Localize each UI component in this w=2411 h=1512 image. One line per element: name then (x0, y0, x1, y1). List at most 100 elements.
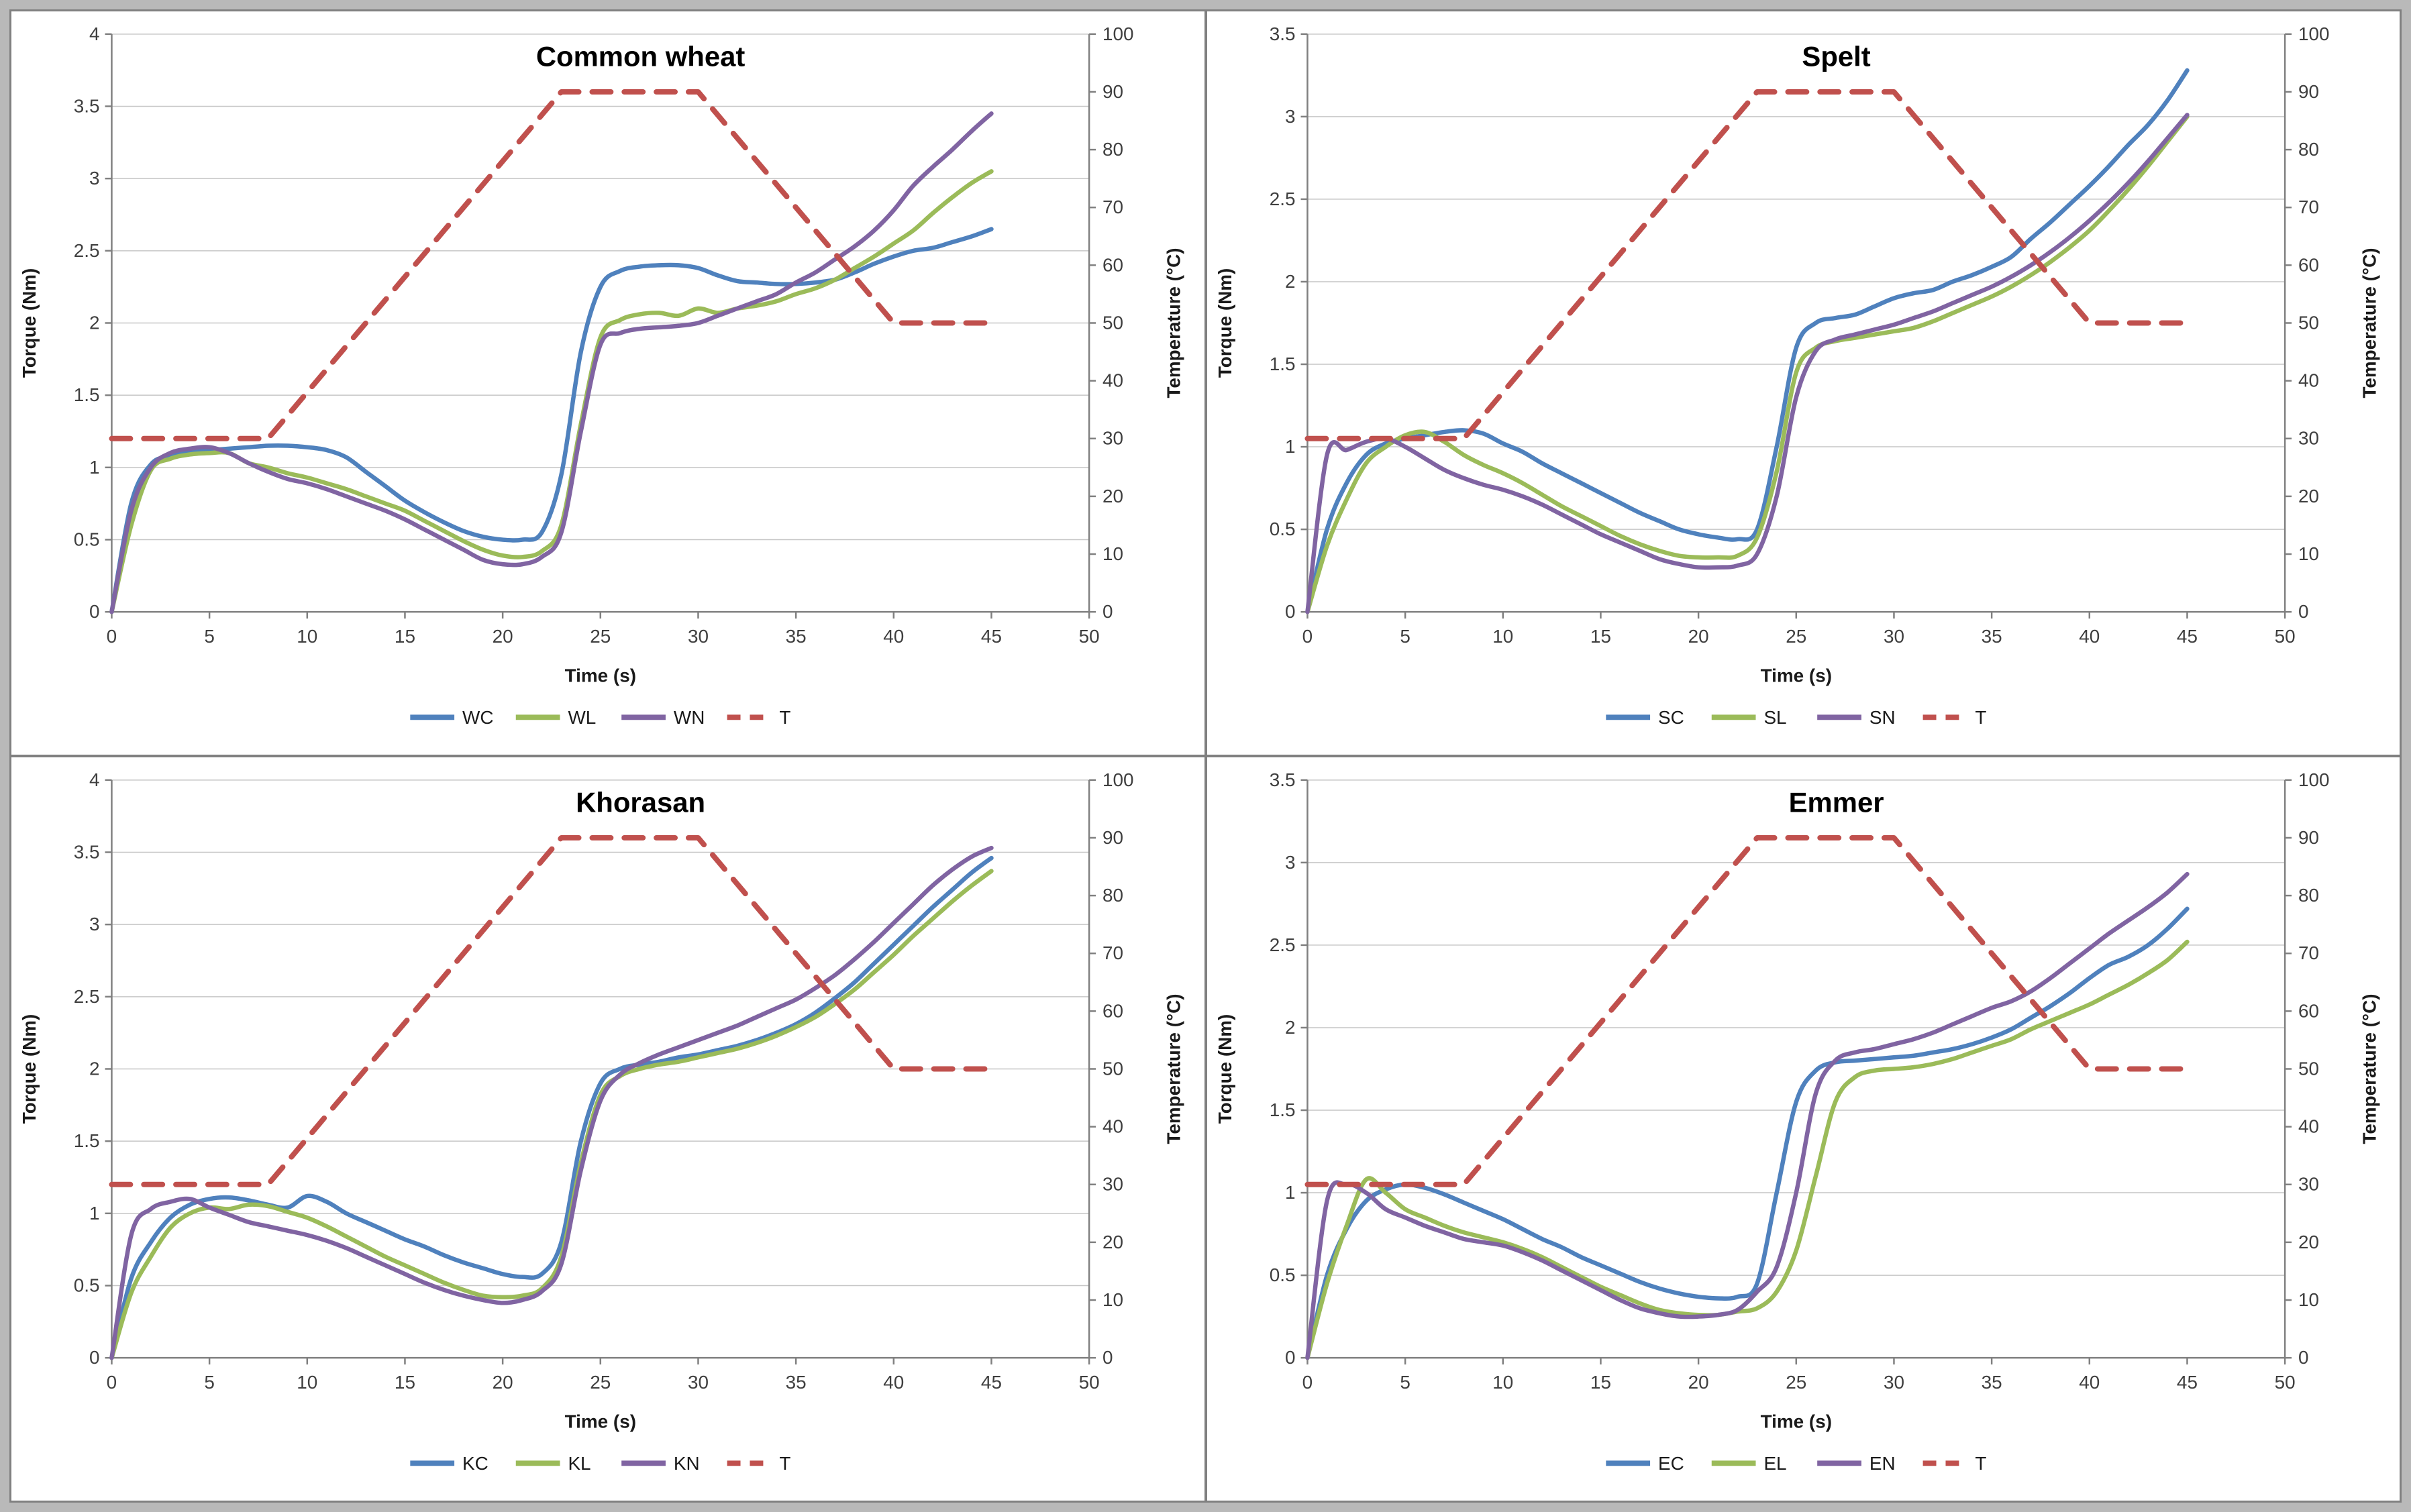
left-tick-label: 0 (1285, 1347, 1296, 1368)
legend-label-KN: KN (674, 1453, 700, 1474)
series-T-line (109, 89, 994, 441)
x-tick-label: 50 (2274, 626, 2295, 647)
right-tick-label: 0 (1102, 601, 1113, 622)
legend-label-EL: EL (1763, 1453, 1786, 1474)
right-tick-label: 80 (2298, 885, 2319, 906)
right-tick-label: 80 (1102, 885, 1123, 906)
right-tick-label: 10 (2298, 543, 2319, 564)
left-tick-label: 3 (1285, 852, 1296, 873)
legend-item-T: T (727, 1453, 790, 1474)
legend-item-WN: WN (621, 707, 705, 728)
left-axis-title: Torque (Nm) (1214, 1014, 1235, 1124)
right-tick-label: 70 (1102, 942, 1123, 963)
legend: WC WL WN T (410, 707, 790, 728)
right-tick-label: 30 (1102, 1174, 1123, 1195)
right-tick-label: 60 (1102, 1000, 1123, 1021)
x-tick-label: 5 (1400, 1372, 1410, 1393)
x-tick-label: 40 (2079, 1372, 2100, 1393)
series-T-line (1304, 89, 2190, 441)
x-tick-label: 45 (981, 1372, 1002, 1393)
chart-panel-khorasan: 0 0.5 1 1.5 2 2.5 3 3.5 4 0 10 20 30 40 50 60 70 80 90 100 0… (11, 757, 1204, 1501)
right-tick-label: 90 (1102, 827, 1123, 848)
legend-item-KC: KC (410, 1453, 489, 1474)
legend-item-KL: KL (515, 1453, 591, 1474)
x-tick-label: 50 (1079, 1372, 1100, 1393)
left-tick-label: 2.5 (74, 240, 100, 261)
chart-title: Spelt (1802, 41, 1870, 72)
legend-item-SL: SL (1711, 707, 1786, 728)
left-tick-label: 2.5 (1269, 188, 1295, 209)
series-EN-line (1304, 871, 2190, 1360)
legend-label-T: T (1975, 1453, 1986, 1474)
x-tick-label: 10 (1492, 1372, 1513, 1393)
x-axis-title: Time (s) (565, 1411, 636, 1432)
legend-item-SN: SN (1816, 707, 1895, 728)
legend-item-T: T (727, 707, 790, 728)
legend-label-SC: SC (1658, 707, 1684, 728)
x-tick-label: 5 (204, 626, 215, 647)
left-tick-label: 0 (89, 1347, 100, 1368)
x-tick-label: 0 (107, 1372, 117, 1393)
x-tick-label: 35 (1981, 626, 2002, 647)
right-tick-label: 30 (1102, 428, 1123, 449)
left-tick-label: 3.5 (74, 95, 100, 116)
legend: EC EL EN T (1605, 1453, 1986, 1474)
x-tick-label: 10 (297, 626, 317, 647)
x-tick-label: 45 (2176, 626, 2197, 647)
right-tick-label: 90 (2298, 81, 2319, 102)
left-tick-label: 2 (1285, 271, 1296, 292)
legend-item-T: T (1922, 1453, 1986, 1474)
x-tick-label: 10 (297, 1372, 317, 1393)
legend-label-SL: SL (1763, 707, 1786, 728)
legend-label-T: T (779, 1453, 790, 1474)
legend-item-EL: EL (1711, 1453, 1786, 1474)
x-tick-label: 30 (688, 1372, 709, 1393)
x-tick-label: 15 (395, 626, 415, 647)
right-tick-label: 60 (2298, 1000, 2319, 1021)
x-tick-label: 25 (590, 626, 611, 647)
x-tick-label: 15 (1590, 626, 1610, 647)
x-tick-label: 15 (1590, 1372, 1610, 1393)
x-tick-label: 20 (493, 1372, 513, 1393)
x-tick-label: 45 (2176, 1372, 2197, 1393)
x-tick-label: 10 (1492, 626, 1513, 647)
left-tick-label: 0.5 (1269, 519, 1295, 539)
right-tick-label: 40 (1102, 370, 1123, 391)
left-tick-label: 1.5 (74, 384, 100, 405)
right-tick-label: 40 (2298, 370, 2319, 391)
x-tick-label: 25 (590, 1372, 611, 1393)
legend: KC KL KN T (410, 1453, 790, 1474)
right-tick-label: 30 (2298, 428, 2319, 449)
right-tick-label: 70 (2298, 197, 2319, 217)
x-tick-label: 5 (1400, 626, 1410, 647)
left-tick-label: 1.5 (1269, 354, 1295, 374)
x-tick-label: 30 (1883, 1372, 1904, 1393)
series-SC-line (1304, 68, 2190, 614)
series-T-line (1304, 834, 2190, 1187)
x-axis-title: Time (s) (1760, 665, 1831, 686)
left-tick-label: 0.5 (1269, 1264, 1295, 1285)
x-tick-label: 0 (107, 626, 117, 647)
right-tick-label: 10 (2298, 1289, 2319, 1310)
right-tick-label: 70 (1102, 197, 1123, 217)
right-tick-label: 50 (1102, 312, 1123, 333)
right-axis-title: Temperature (°C) (1164, 248, 1184, 398)
left-tick-label: 0 (1285, 601, 1296, 622)
x-tick-label: 50 (2274, 1372, 2295, 1393)
left-tick-label: 1.5 (1269, 1099, 1295, 1120)
right-tick-label: 20 (1102, 1232, 1123, 1252)
series-KC-line (109, 855, 994, 1360)
right-tick-label: 50 (2298, 1058, 2319, 1079)
right-axis-title: Temperature (°C) (1164, 993, 1184, 1144)
x-tick-label: 35 (1981, 1372, 2002, 1393)
right-tick-label: 100 (2298, 23, 2330, 44)
series-SL-line (1304, 114, 2190, 614)
legend-label-T: T (1975, 707, 1986, 728)
legend-item-WC: WC (410, 707, 494, 728)
left-tick-label: 1 (89, 457, 100, 478)
left-tick-label: 2.5 (1269, 934, 1295, 955)
left-axis-title: Torque (Nm) (1214, 268, 1235, 378)
left-tick-label: 2 (1285, 1017, 1296, 1038)
